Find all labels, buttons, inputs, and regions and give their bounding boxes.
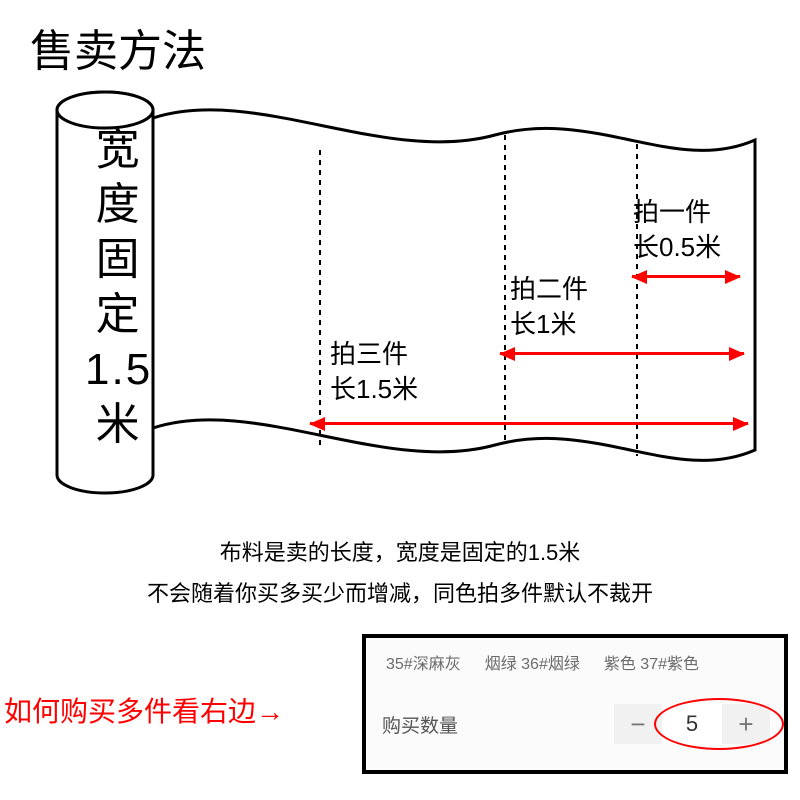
variant-row: 35#深麻灰 烟绿 36#烟绿 紫色 37#紫色 [366,638,784,674]
variant-option[interactable]: 35#深麻灰 [386,650,461,674]
qty-plus-button[interactable]: + [722,704,770,744]
measurement-label: 拍三件长1.5米 [330,337,418,407]
qty-value[interactable]: 5 [662,704,722,744]
measurement-arrow [632,275,740,278]
how-to-buy-label: 如何购买多件看右边→ [4,690,284,730]
quantity-stepper: − 5 + [614,704,770,744]
roll-width-label: 宽 度 固 定 1.5 米 [85,122,152,452]
shop-screenshot-box: 35#深麻灰 烟绿 36#烟绿 紫色 37#紫色 购买数量 − 5 + [362,634,788,774]
variant-option[interactable]: 紫色 37#紫色 [604,650,699,674]
measurement-label: 拍一件长0.5米 [633,195,721,265]
variant-option[interactable]: 烟绿 36#烟绿 [485,650,580,674]
description-line-1: 布料是卖的长度，宽度是固定的1.5米 [0,535,800,567]
page-title: 售卖方法 [30,15,206,79]
measurement-arrow [500,352,744,355]
quantity-label: 购买数量 [382,711,614,738]
description-line-2: 不会随着你买多买少而增减，同色拍多件默认不裁开 [0,576,800,608]
measurement-arrow [310,422,748,425]
measurement-label: 拍二件长1米 [510,272,588,342]
fabric-roll-diagram [55,80,765,500]
qty-minus-button[interactable]: − [614,704,662,744]
